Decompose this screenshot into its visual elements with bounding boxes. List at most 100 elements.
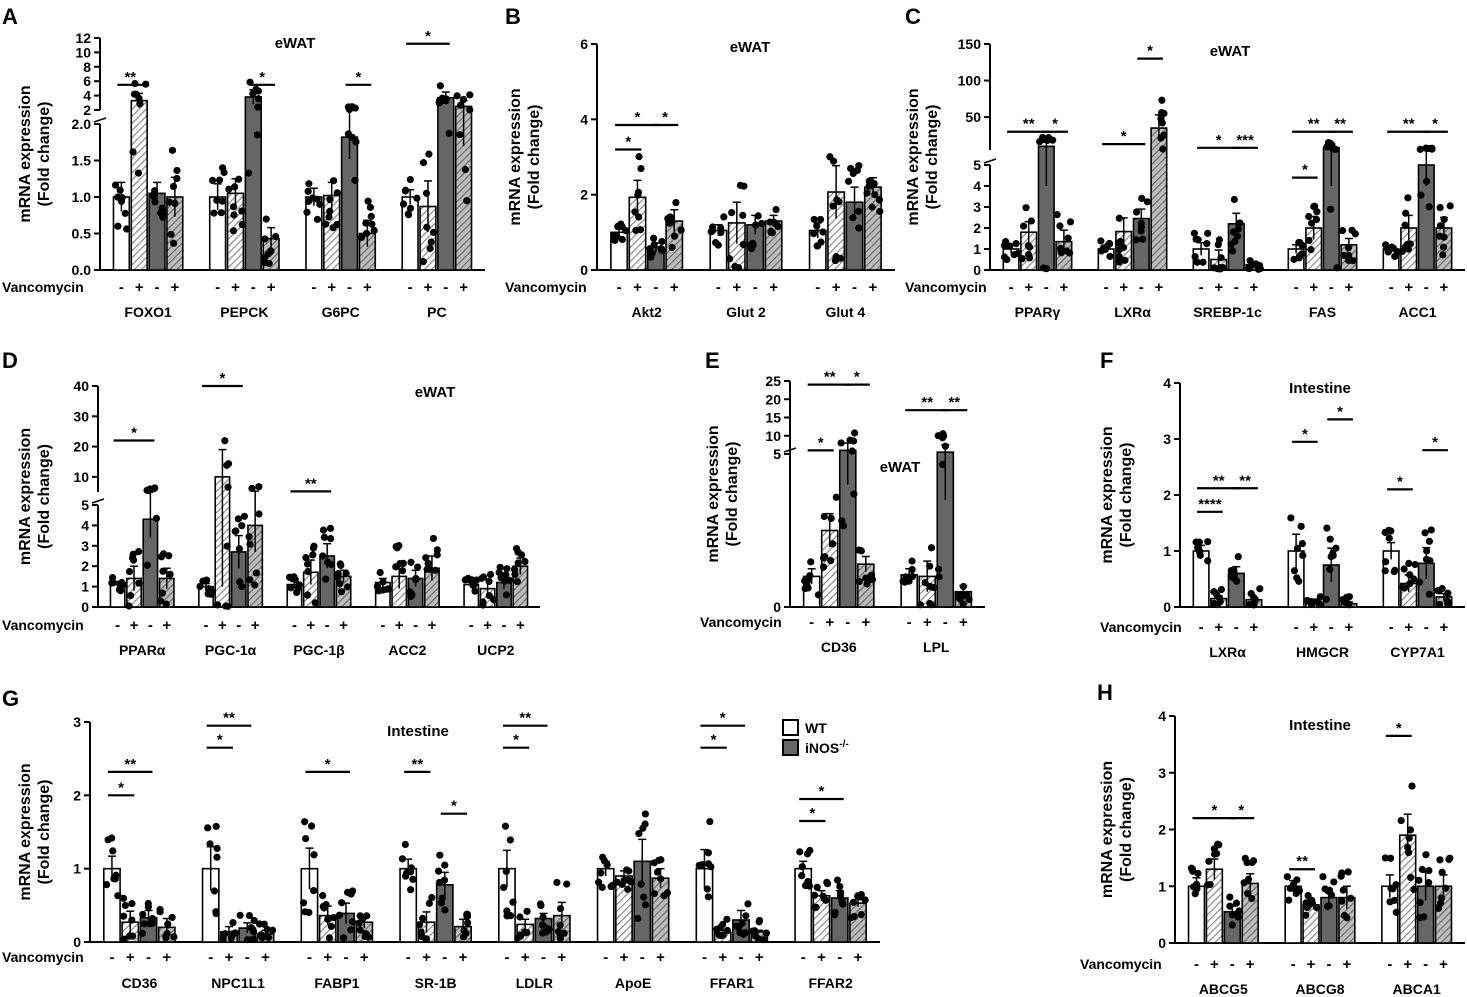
data-point	[221, 930, 229, 938]
data-point	[1106, 252, 1114, 261]
data-point	[1322, 595, 1330, 603]
data-point	[441, 906, 449, 914]
data-point	[650, 890, 658, 898]
y-tick-label: 4	[1163, 375, 1171, 391]
tissue-label: Intestine	[1289, 380, 1351, 397]
y-axis-label-line-2: (Fold change)	[924, 105, 941, 210]
data-point	[1234, 553, 1242, 561]
bar-ko-vanc	[651, 877, 670, 943]
gene-label: SREBP-1c	[1193, 304, 1262, 320]
data-point	[717, 228, 725, 237]
vancomycin-minus: -	[311, 279, 316, 296]
vancomycin-minus: -	[1199, 279, 1204, 296]
y-axis-label: mRNA expression (Fold change)	[17, 763, 53, 900]
data-point	[162, 934, 170, 942]
vancomycin-plus: +	[459, 949, 468, 966]
data-point	[236, 911, 244, 919]
gene-group: - + - +SR-1B***	[398, 756, 472, 991]
data-point	[423, 223, 431, 231]
vancomycin-minus: -	[1194, 956, 1199, 973]
data-point	[813, 222, 821, 230]
data-point	[523, 907, 531, 915]
gene-label: SR-1B	[415, 975, 457, 991]
vancomycin-minus: -	[845, 614, 850, 631]
data-point	[1310, 202, 1318, 211]
data-point	[406, 204, 415, 212]
data-point	[159, 213, 167, 221]
data-point	[456, 101, 465, 109]
vancomycin-row-label: Vancomycin	[1080, 956, 1162, 972]
vancomycin-minus: -	[1423, 956, 1428, 973]
y-axis-label-line-2: (Fold change)	[526, 105, 543, 210]
vancomycin-minus: -	[109, 949, 114, 966]
y-tick-label: 4	[973, 178, 981, 194]
data-point	[741, 929, 749, 937]
data-point	[506, 836, 514, 844]
data-point	[299, 899, 308, 907]
data-point	[1138, 194, 1146, 203]
data-point	[166, 570, 174, 578]
data-point	[229, 919, 237, 927]
significance-label: *	[625, 133, 631, 150]
vancomycin-plus: +	[1404, 619, 1413, 636]
data-point	[739, 240, 747, 249]
vancomycin-row-label: Vancomycin	[505, 279, 587, 295]
data-point	[1283, 873, 1291, 881]
vancomycin-minus: -	[716, 279, 721, 296]
vancomycin-plus: +	[1307, 956, 1316, 973]
data-point	[752, 221, 760, 229]
data-point	[373, 582, 382, 591]
data-point	[1232, 910, 1241, 918]
data-point	[865, 177, 873, 185]
vancomycin-plus: +	[1439, 956, 1448, 973]
y-axis-label: mRNA expression (Fold change)	[507, 88, 543, 225]
vancomycin-minus: -	[1291, 956, 1296, 973]
data-point	[217, 209, 225, 217]
y-tick-label: 20	[765, 391, 781, 407]
vancomycin-plus: +	[339, 617, 348, 634]
vancomycin-plus: +	[1404, 279, 1413, 296]
data-point	[1323, 902, 1332, 911]
data-point	[521, 557, 529, 566]
vancomycin-minus: -	[541, 949, 546, 966]
significance-label: *	[259, 69, 265, 86]
data-point	[1194, 869, 1202, 877]
significance-label: *	[1396, 720, 1402, 737]
data-point	[1217, 254, 1225, 262]
y-axis-label-line-2: (Fold change)	[36, 444, 53, 549]
data-point	[875, 196, 883, 204]
vancomycin-row-label: Vancomycin	[2, 279, 84, 295]
data-point	[1385, 534, 1393, 542]
data-point	[855, 207, 863, 215]
data-point	[723, 915, 731, 923]
data-point	[927, 601, 935, 609]
data-point	[648, 249, 656, 257]
y-axis-label-line-2: (Fold change)	[724, 442, 741, 547]
vancomycin-minus: -	[1234, 619, 1239, 636]
data-point	[376, 568, 384, 577]
data-point	[1226, 893, 1234, 901]
data-point	[712, 238, 720, 247]
data-point	[111, 181, 120, 189]
data-point	[1160, 131, 1168, 139]
data-point	[1439, 251, 1447, 259]
data-point	[125, 602, 133, 610]
data-point	[1442, 884, 1450, 892]
data-point	[806, 846, 814, 855]
y-axis-label: mRNA expression (Fold change)	[1099, 761, 1135, 898]
data-point	[364, 197, 372, 205]
data-point	[744, 900, 752, 908]
data-point	[1012, 240, 1020, 248]
gene-group: - + - +HMGCR**	[1287, 403, 1358, 660]
gene-group: - + - +PGC-1β**	[285, 475, 352, 658]
data-point	[240, 512, 249, 520]
gene-label: CYP7A1	[1390, 644, 1445, 660]
data-point	[726, 255, 734, 263]
data-point	[235, 175, 243, 183]
data-point	[706, 817, 714, 826]
vancomycin-minus: -	[1329, 279, 1334, 296]
data-point	[425, 899, 433, 907]
data-point	[433, 551, 441, 559]
data-point	[423, 565, 431, 573]
gene-label: ACC1	[1398, 304, 1436, 320]
